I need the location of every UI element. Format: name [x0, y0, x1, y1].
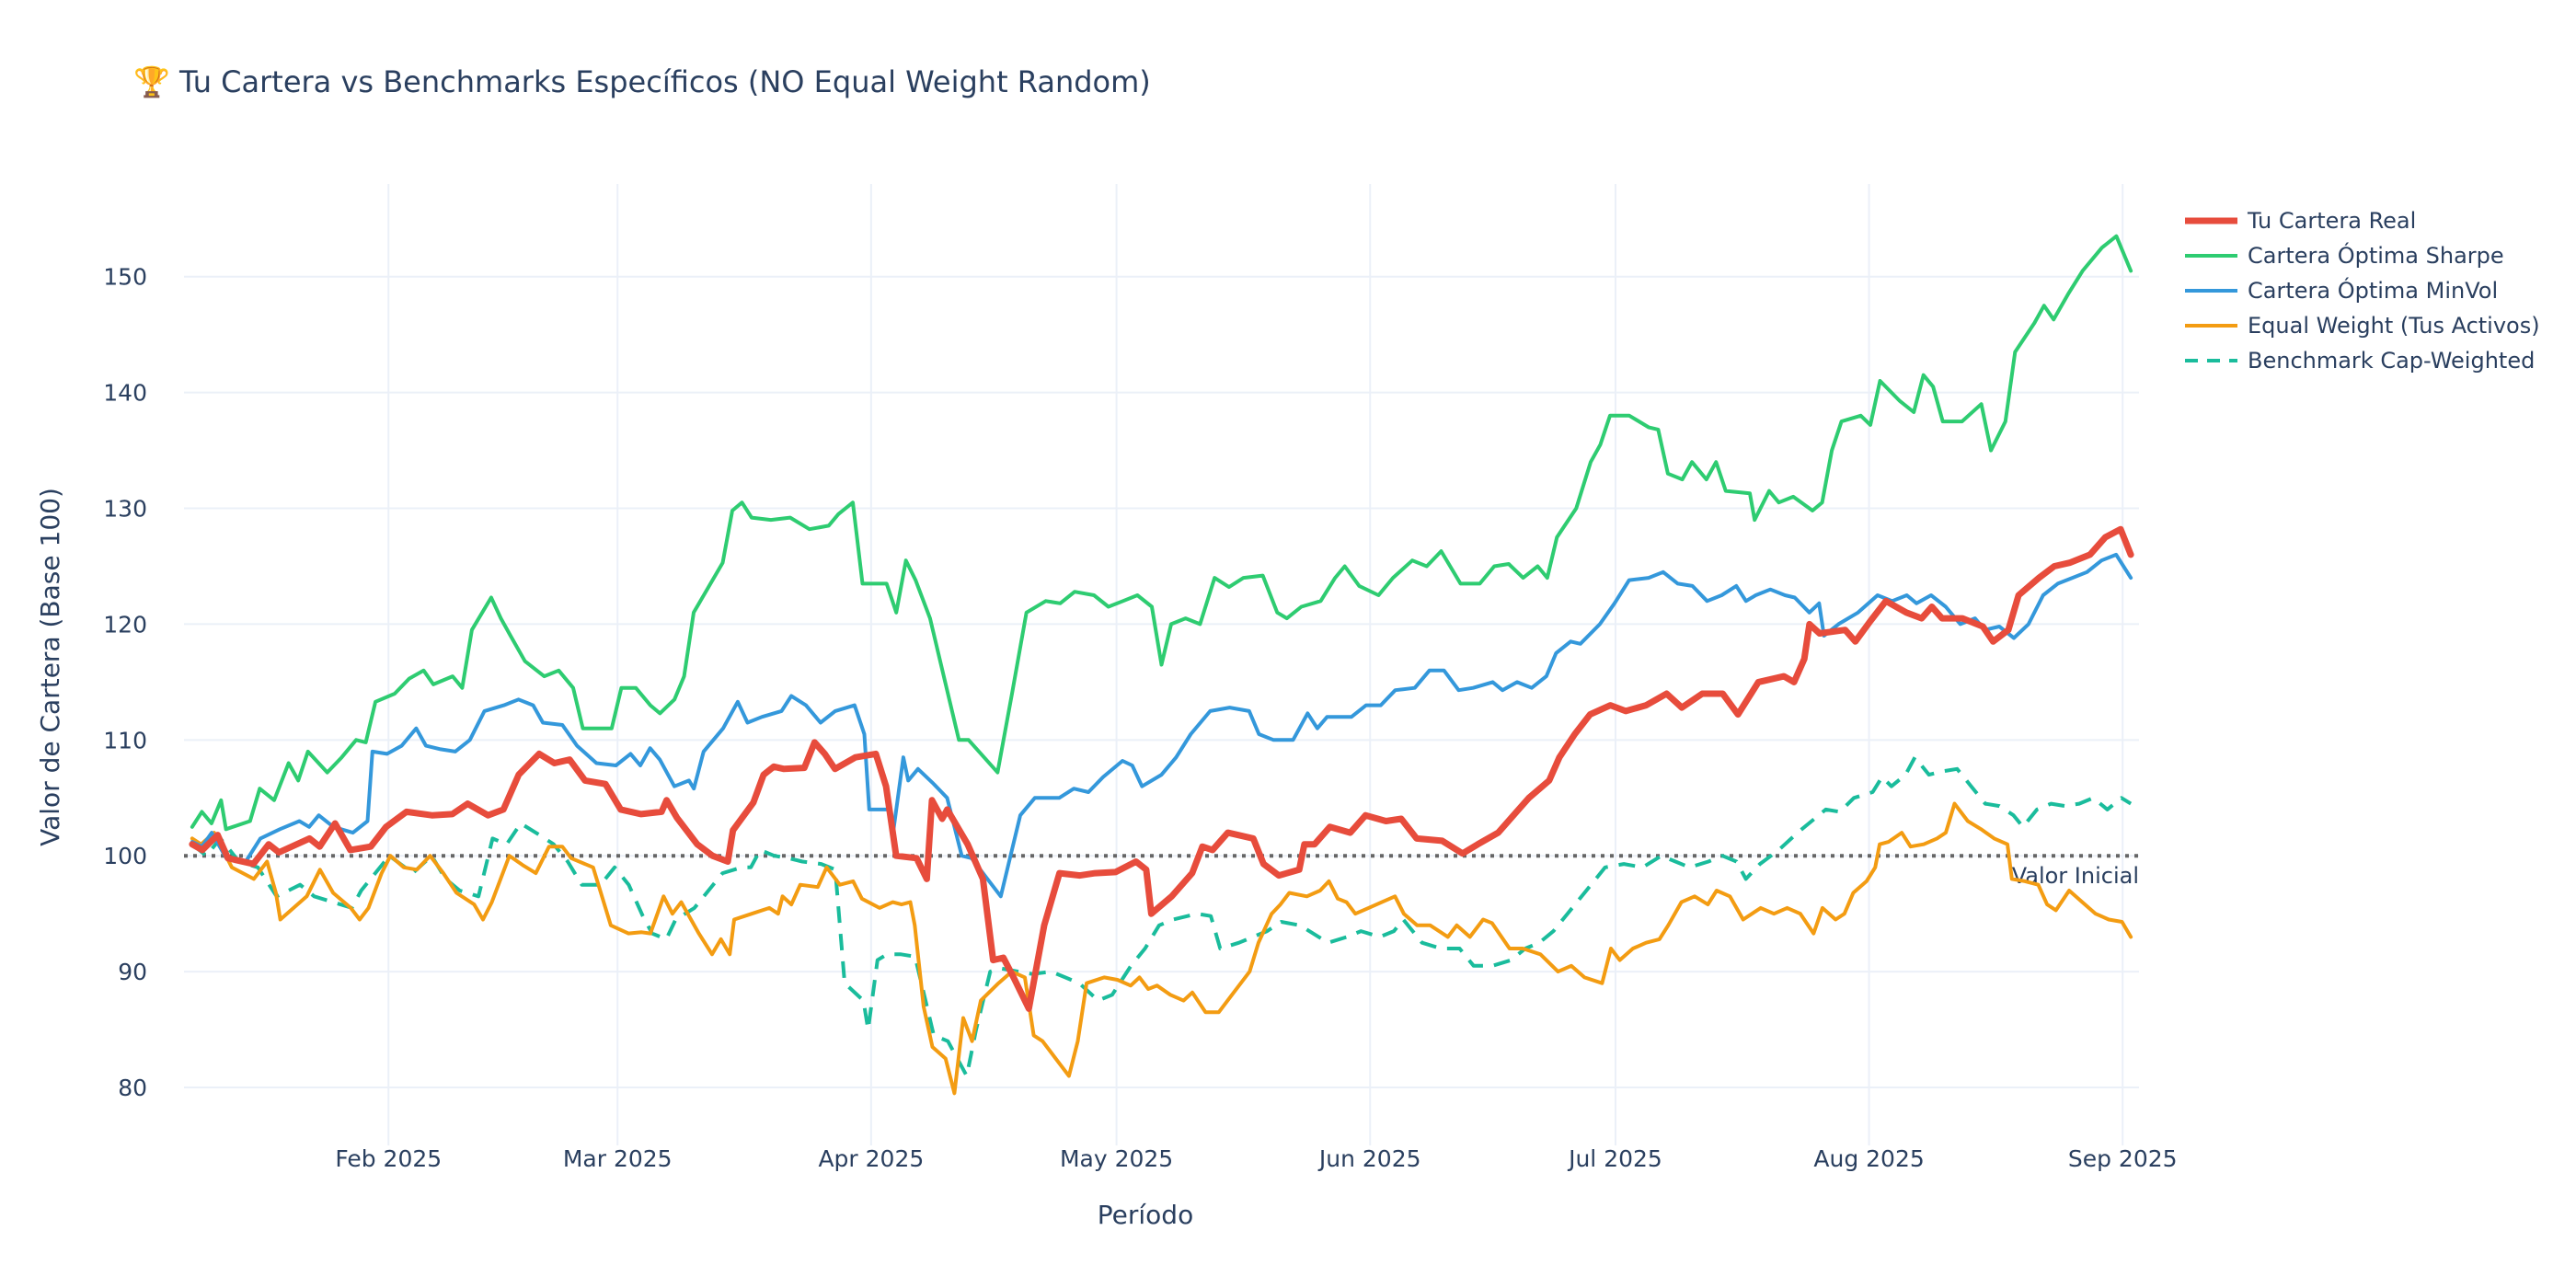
series-line-2 [190, 552, 2133, 899]
y-tick-label: 120 [103, 611, 147, 638]
y-tick-label: 130 [103, 496, 147, 523]
x-tick-label: Aug 2025 [1813, 1145, 1924, 1172]
y-tick-label: 80 [118, 1075, 147, 1101]
y-tick-label: 140 [103, 380, 147, 407]
plot-area [189, 234, 2134, 1096]
series-line-1 [190, 234, 2133, 832]
x-axis-title: Período [1098, 1200, 1193, 1230]
legend-label: Cartera Óptima Sharpe [2248, 241, 2504, 269]
series-line-3 [190, 801, 2133, 1096]
legend-label: Benchmark Cap-Weighted [2248, 348, 2535, 374]
x-tick-label: Jul 2025 [1567, 1145, 1662, 1172]
x-tick-label: Apr 2025 [818, 1145, 924, 1172]
legend-label: Cartera Óptima MinVol [2248, 276, 2498, 304]
legend: Tu Cartera Real Cartera Óptima Sharpe Cart… [2185, 208, 2540, 374]
x-tick-label: Mar 2025 [563, 1145, 673, 1172]
axis-ticks: Feb 2025 Mar 2025 Apr 2025 May 2025 Jun 2025… [103, 264, 2177, 1172]
x-tick-label: Feb 2025 [335, 1145, 442, 1172]
x-tick-label: Jun 2025 [1317, 1145, 1421, 1172]
x-tick-label: Sep 2025 [2068, 1145, 2178, 1172]
series-line-4 [190, 755, 2133, 1078]
y-tick-label: 100 [103, 843, 147, 869]
y-tick-label: 90 [118, 959, 147, 985]
legend-label: Tu Cartera Real [2247, 208, 2416, 234]
y-axis-title: Valor de Cartera (Base 100) [35, 488, 65, 846]
y-tick-label: 150 [103, 264, 147, 291]
chart-title: 🏆 Tu Cartera vs Benchmarks Específicos (… [133, 64, 1151, 99]
series-line-0 [189, 525, 2134, 1012]
y-tick-label: 110 [103, 727, 147, 753]
legend-label: Equal Weight (Tus Activos) [2248, 313, 2540, 339]
reference-line-label: Valor Inicial [2012, 863, 2139, 889]
x-tick-label: May 2025 [1060, 1145, 1173, 1172]
